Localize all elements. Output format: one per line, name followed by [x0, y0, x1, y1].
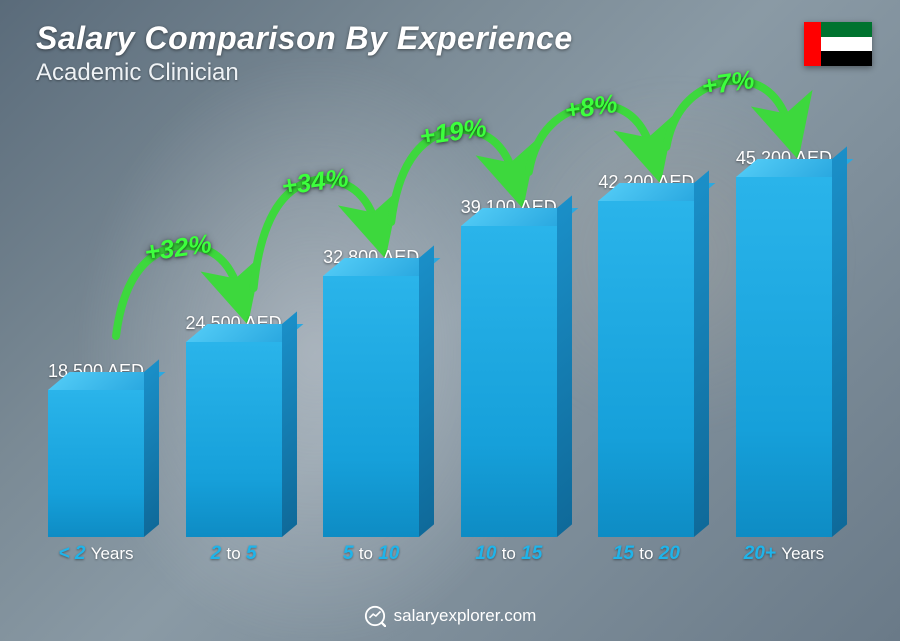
flag-stripe-green — [821, 22, 872, 37]
footer: salaryexplorer.com — [0, 605, 900, 627]
percent-increase-badge: +32% — [142, 228, 213, 268]
page-title: Salary Comparison By Experience — [36, 20, 573, 57]
uae-flag-icon — [804, 22, 872, 66]
percent-badges-layer: +32%+34%+19%+8%+7% — [36, 111, 844, 571]
percent-increase-badge: +19% — [418, 112, 489, 152]
salaryexplorer-logo-icon — [364, 605, 386, 627]
flag-stripe-black — [821, 51, 872, 66]
flag-stripe-white — [821, 37, 872, 52]
percent-increase-badge: +34% — [280, 162, 351, 202]
page-subtitle: Academic Clinician — [36, 59, 573, 87]
footer-site-text: salaryexplorer.com — [394, 606, 537, 626]
flag-stripes — [821, 22, 872, 66]
salary-bar-chart: 18,500 AED 24,500 AED 32,800 AED 39,100 … — [36, 111, 844, 571]
flag-red-band — [804, 22, 821, 66]
percent-increase-badge: +8% — [562, 88, 619, 126]
header: Salary Comparison By Experience Academic… — [36, 20, 573, 87]
